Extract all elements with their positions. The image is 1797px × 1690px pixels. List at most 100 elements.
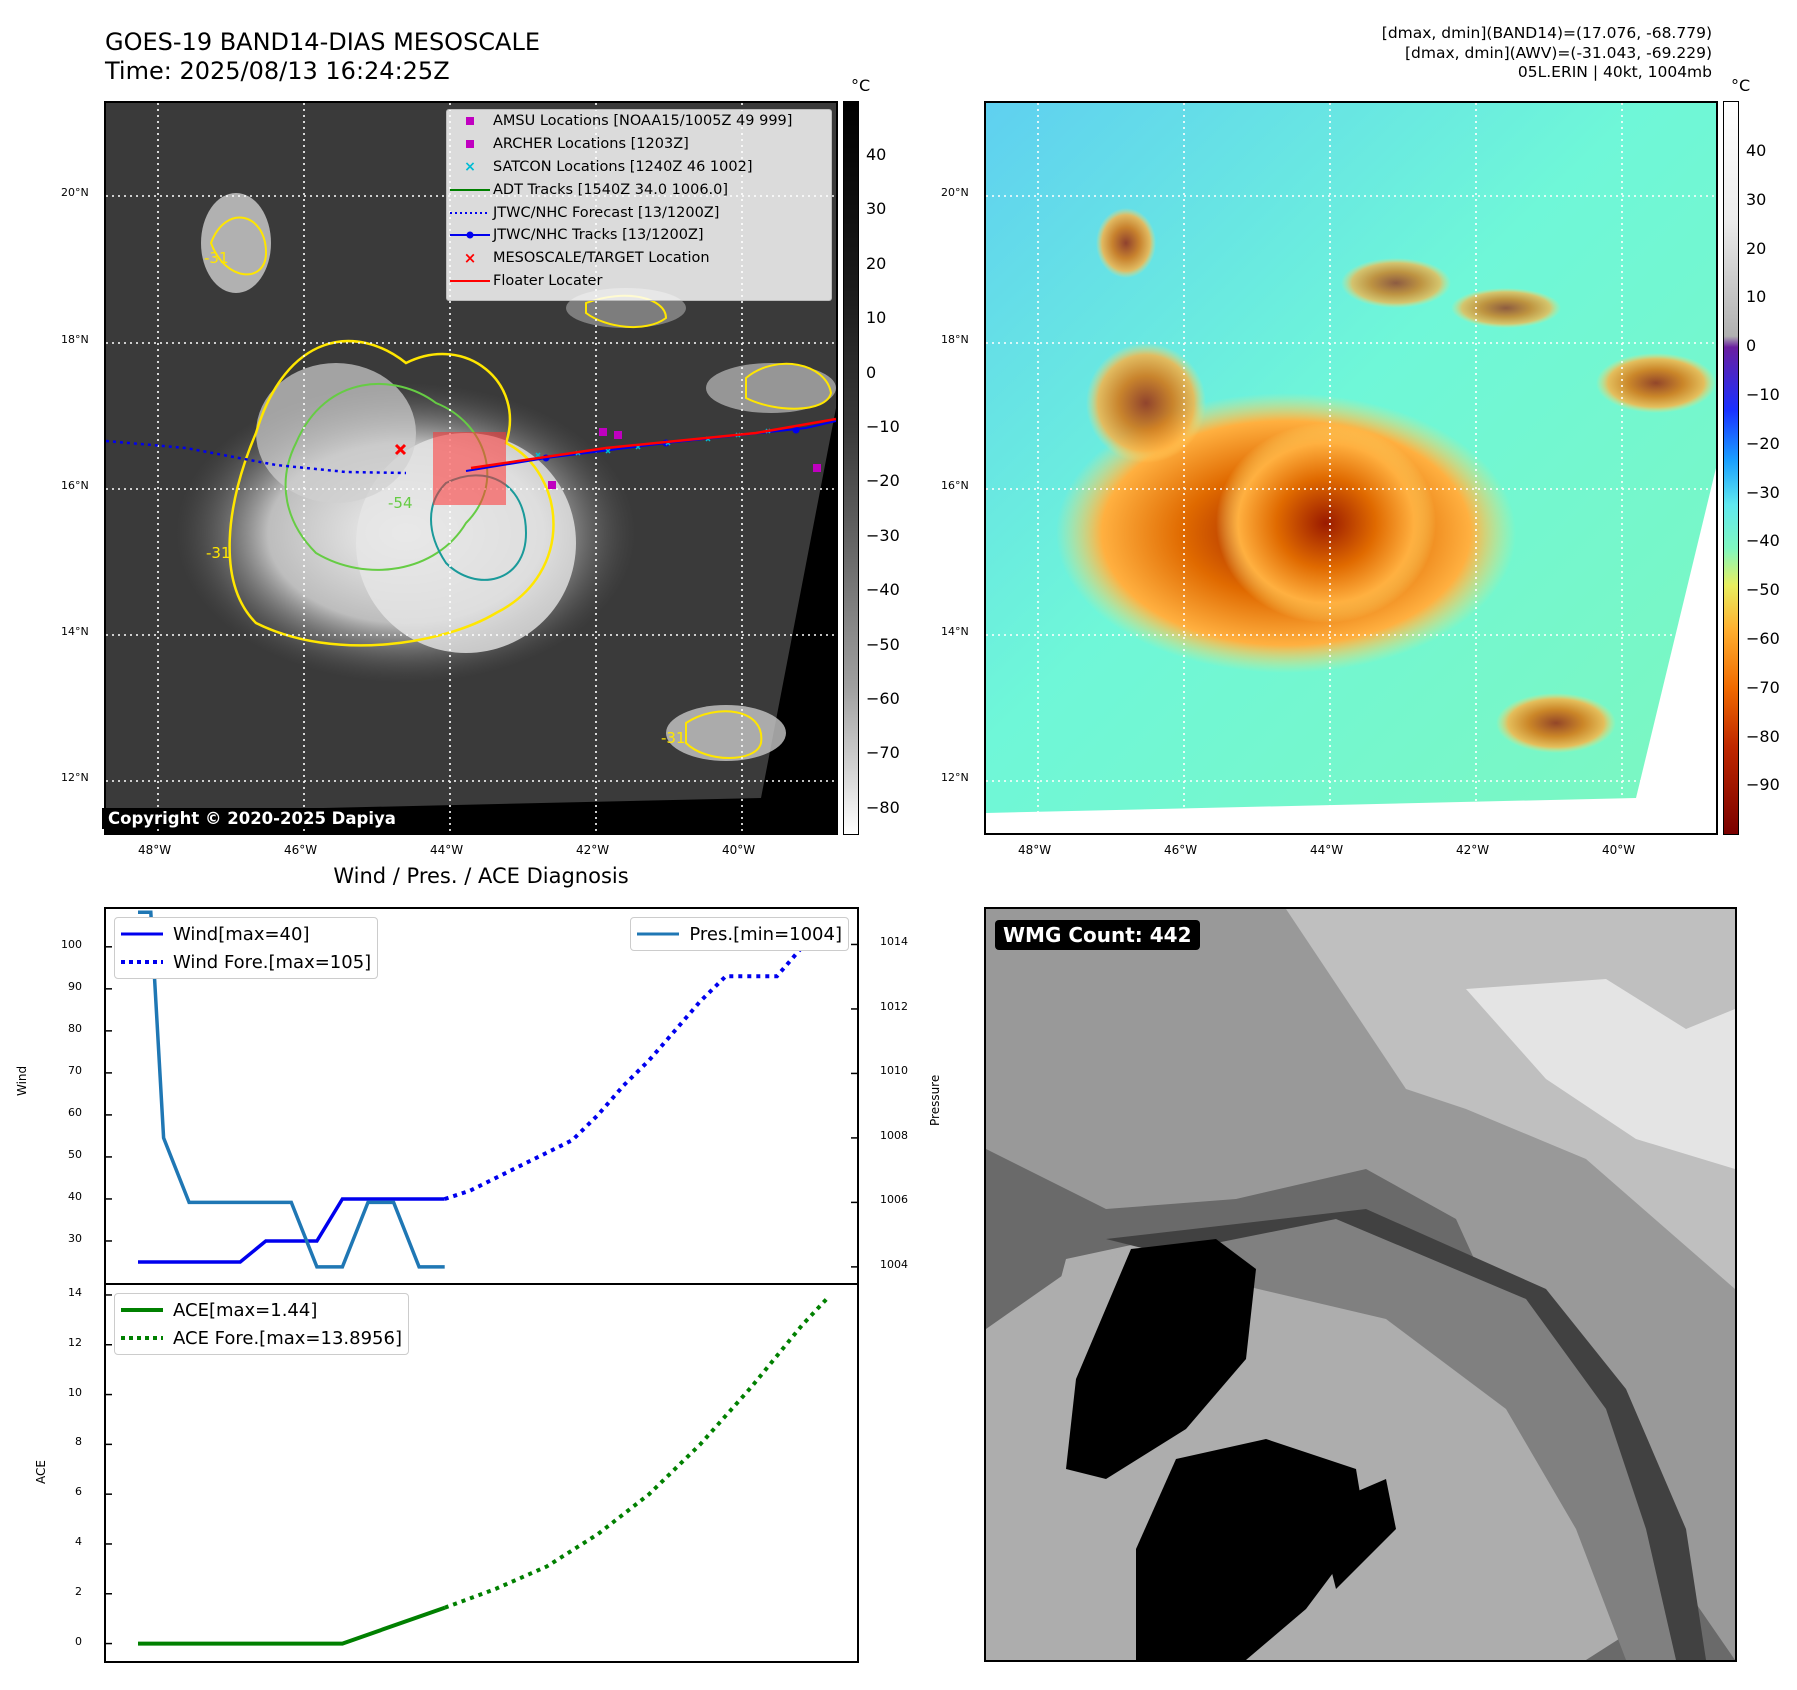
- wind-y-tick: 30: [68, 1231, 82, 1245]
- lat-label: 14°N: [941, 625, 969, 638]
- wind-y-tick: 60: [68, 1105, 82, 1119]
- awv-colorbar-unit: °C: [1731, 76, 1751, 95]
- green-line-icon: [450, 188, 490, 191]
- red-x-icon: ×: [463, 249, 477, 268]
- contour-label-3: -54: [388, 494, 413, 512]
- wmg-count-badge: WMG Count: 442: [995, 920, 1200, 950]
- ace-y-tick: 6: [75, 1485, 82, 1499]
- awv-map-image: [986, 103, 1716, 833]
- contour-label-1: -31: [204, 249, 229, 267]
- contour-label-2: -31: [206, 544, 231, 562]
- title-line-1: GOES-19 BAND14-DIAS MESOSCALE: [105, 28, 541, 56]
- legend-item-target: × MESOSCALE/TARGET Location: [463, 249, 710, 268]
- ir-colorbar-unit: °C: [851, 76, 871, 95]
- ir-colorbar-tick: −10: [866, 417, 900, 436]
- info-line-3: 05L.ERIN | 40kt, 1004mb: [1517, 63, 1712, 81]
- awv-colorbar-tick: 40: [1746, 141, 1767, 160]
- ace-series-line-1: [444, 1296, 830, 1610]
- pressure-y-tick: 1014: [880, 935, 908, 949]
- blue-line-icon: [121, 932, 163, 936]
- wind-legend: Wind[max=40] Wind Fore.[max=105]: [114, 917, 379, 979]
- ir-colorbar-tick: 10: [866, 308, 887, 328]
- lat-label: 16°N: [61, 479, 89, 492]
- magenta-square-icon: [466, 140, 474, 149]
- awv-colorbar-tick: 0: [1746, 336, 1757, 356]
- ace-series-line-0: [138, 1605, 446, 1646]
- lat-label: 12°N: [941, 771, 969, 784]
- awv-colorbar-tick: −40: [1746, 531, 1780, 551]
- pressure-y-tick: 1012: [880, 999, 908, 1013]
- wind-y-tick: 100: [61, 937, 82, 951]
- legend-item-wind-fore: Wind Fore.[max=105]: [121, 948, 371, 976]
- series-line-0: [138, 1197, 445, 1264]
- legend-item-forecast: JTWC/NHC Forecast [13/1200Z]: [447, 201, 831, 224]
- figure-title: GOES-19 BAND14-DIAS MESOSCALE Time: 2025…: [105, 28, 540, 86]
- ace-y-tick: 12: [68, 1335, 82, 1349]
- ace-y-tick: 2: [75, 1584, 82, 1598]
- blue-dotted-line-icon: [450, 211, 490, 214]
- awv-colorbar-tick: −90: [1746, 775, 1780, 795]
- pressure-legend: Pres.[min=1004]: [630, 917, 849, 951]
- ace-y-tick: 0: [75, 1634, 82, 1648]
- ir-colorbar-tick: −70: [866, 743, 900, 763]
- title-line-2: Time: 2025/08/13 16:24:25Z: [105, 57, 450, 85]
- ir-colorbar-tick: −30: [866, 525, 900, 545]
- legend-item-archer: ARCHER Locations [1203Z]: [447, 133, 831, 156]
- wind-y-tick: 70: [68, 1063, 82, 1077]
- red-line-icon: [450, 279, 490, 282]
- lon-label: 44°W: [1310, 843, 1344, 857]
- ir-colorbar-tick: −40: [866, 580, 900, 600]
- pressure-y-tick: 1006: [880, 1193, 908, 1207]
- wmg-image: [986, 909, 1735, 1660]
- lon-label: 42°W: [1456, 843, 1490, 857]
- series-line-1: [444, 945, 804, 1201]
- wind-axis-label: Wind: [15, 1065, 29, 1096]
- awv-colorbar-tick: −80: [1746, 726, 1780, 746]
- pressure-y-tick: 1004: [880, 1257, 908, 1271]
- lon-label: 48°W: [1018, 843, 1052, 857]
- ir-map-panel: -31 -31 -54 -31 AMSU Locations [NOAA15/1…: [104, 101, 838, 835]
- ace-y-tick: 4: [75, 1534, 82, 1548]
- ace-plot: ACE[max=1.44] ACE Fore.[max=13.8956]: [104, 1283, 859, 1663]
- series-line-2: [138, 910, 445, 1269]
- ir-colorbar-tick: −20: [866, 471, 900, 491]
- ir-colorbar-tick: 30: [866, 199, 887, 219]
- cyan-x-icon: ×: [464, 158, 476, 175]
- wind-pres-plot: Wind[max=40] Wind Fore.[max=105] Pres.[m…: [104, 907, 859, 1285]
- ir-colorbar-tick: 20: [866, 253, 887, 273]
- awv-colorbar-tick: −30: [1746, 482, 1780, 502]
- blue-line-dot-icon: [450, 231, 490, 239]
- lon-label: 40°W: [1602, 843, 1636, 857]
- awv-colorbar-tick: −10: [1746, 385, 1780, 404]
- lat-label: 18°N: [941, 333, 969, 346]
- awv-colorbar-tick: −60: [1746, 629, 1780, 648]
- legend-item-ace-fore: ACE Fore.[max=13.8956]: [121, 1324, 402, 1352]
- wmg-panel: [984, 907, 1737, 1662]
- ace-y-tick: 8: [75, 1435, 82, 1449]
- info-line-1: [dmax, dmin](BAND14)=(17.076, -68.779): [1381, 24, 1712, 42]
- ir-colorbar-tick: −60: [866, 689, 900, 708]
- ir-colorbar: [843, 101, 859, 835]
- ace-legend: ACE[max=1.44] ACE Fore.[max=13.8956]: [114, 1293, 409, 1355]
- lat-label: 14°N: [61, 625, 89, 638]
- wind-y-tick: 40: [68, 1189, 82, 1203]
- legend-item-amsu: AMSU Locations [NOAA15/1005Z 49 999]: [447, 110, 831, 133]
- lon-label: 46°W: [284, 843, 318, 857]
- pressure-y-tick: 1008: [880, 1128, 908, 1142]
- pressure-axis-label: Pressure: [928, 1074, 942, 1126]
- diagnosis-title: Wind / Pres. / ACE Diagnosis: [333, 864, 629, 888]
- wind-y-tick: 90: [68, 979, 82, 993]
- ir-colorbar-tick: 40: [866, 145, 887, 164]
- info-line-2: [dmax, dmin](AWV)=(-31.043, -69.229): [1405, 43, 1712, 62]
- ace-axis-label: ACE: [34, 1460, 48, 1484]
- green-dotted-line-icon: [121, 1336, 163, 1340]
- awv-colorbar: [1723, 101, 1739, 835]
- awv-colorbar-tick: 10: [1746, 287, 1767, 307]
- ir-colorbar-tick: −80: [866, 797, 900, 817]
- lon-label: 42°W: [576, 843, 610, 857]
- figure-info: [dmax, dmin](BAND14)=(17.076, -68.779) […: [1382, 24, 1712, 83]
- legend-item-ace: ACE[max=1.44]: [121, 1296, 402, 1324]
- map-legend: AMSU Locations [NOAA15/1005Z 49 999] ARC…: [446, 109, 832, 301]
- awv-colorbar-tick: −50: [1746, 580, 1780, 600]
- legend-item-pressure: Pres.[min=1004]: [637, 920, 842, 948]
